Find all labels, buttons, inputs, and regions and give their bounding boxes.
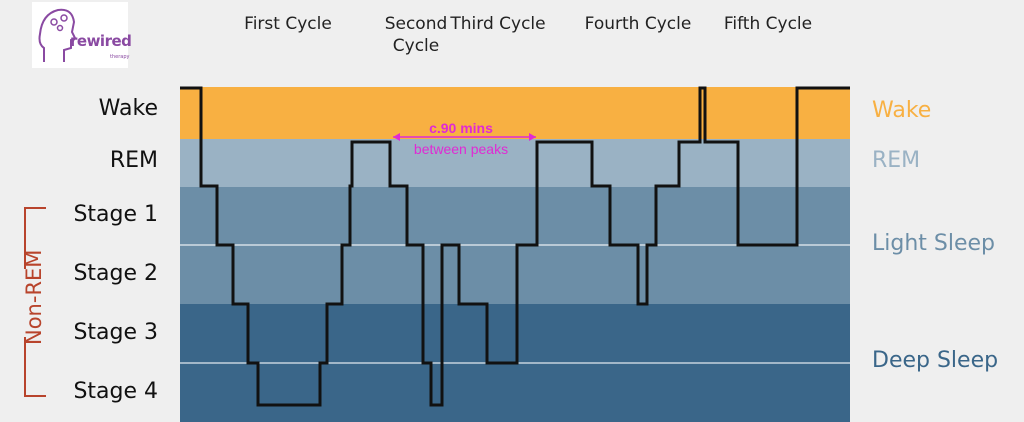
cycle-label-second: Second Cycle xyxy=(384,14,448,56)
cycle-label-fifth: Fifth Cycle xyxy=(723,14,813,34)
annotation-line1: c.90 mins xyxy=(429,120,493,136)
band-label-wake: Wake xyxy=(872,98,932,123)
logo-text: rewired xyxy=(70,32,132,50)
stage-label-rem: REM xyxy=(109,148,158,173)
stage-label-wake: Wake xyxy=(98,96,158,121)
band-wake xyxy=(180,87,850,139)
annotation-arrowhead-left xyxy=(393,133,400,141)
band-label-deep-sleep: Deep Sleep xyxy=(872,348,999,373)
hypnogram-line xyxy=(180,86,850,407)
band-label-rem: REM xyxy=(872,148,921,173)
nonrem-bracket xyxy=(20,207,46,397)
head-icon xyxy=(38,8,76,62)
annotation-line2: between peaks xyxy=(414,141,508,157)
cycle-label-first: First Cycle xyxy=(244,14,332,34)
annotation-arrowhead-right xyxy=(529,133,536,141)
stage-label-stage1: Stage 1 xyxy=(73,202,158,227)
stage-label-stage4: Stage 4 xyxy=(73,379,158,404)
band-rem xyxy=(180,139,850,187)
stage-label-stage3: Stage 3 xyxy=(73,320,158,345)
nonrem-label: Non-REM xyxy=(22,249,46,345)
logo-subtext: therapy xyxy=(110,54,130,60)
logo: rewired therapy xyxy=(32,2,132,68)
cycle-label-fourth: Fourth Cycle xyxy=(584,14,692,34)
band-label-light-sleep: Light Sleep xyxy=(872,231,996,256)
stage-label-stage2: Stage 2 xyxy=(73,261,158,286)
annotation: c.90 mins between peaks xyxy=(393,120,536,157)
cycle-label-third: Third Cycle xyxy=(450,14,546,34)
